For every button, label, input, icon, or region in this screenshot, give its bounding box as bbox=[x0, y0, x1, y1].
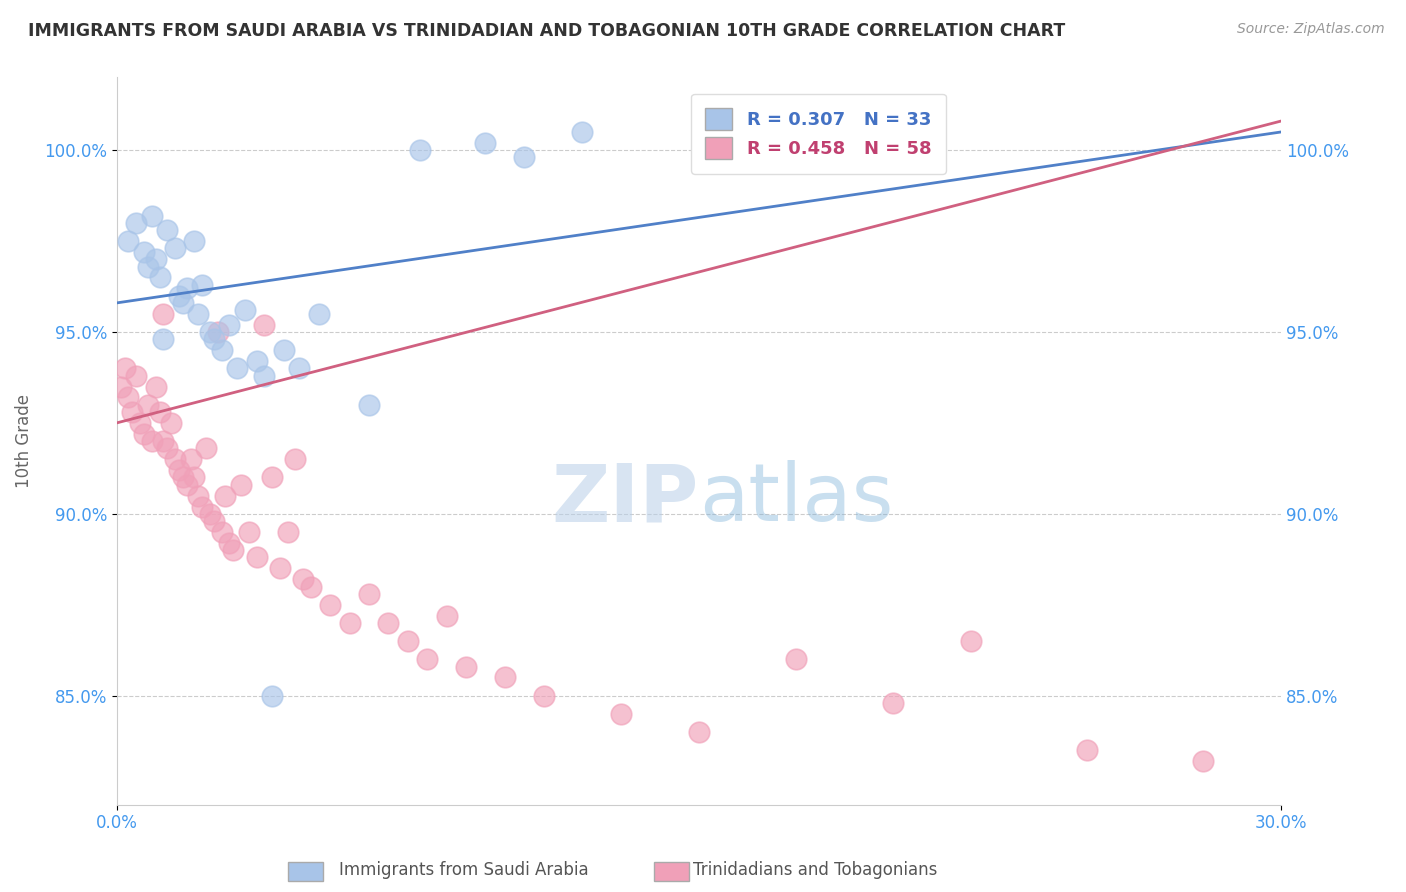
Point bbox=[222, 543, 245, 558]
Point bbox=[260, 470, 283, 484]
Point bbox=[183, 234, 205, 248]
Point bbox=[211, 524, 233, 539]
Point bbox=[339, 615, 361, 630]
Point bbox=[187, 307, 209, 321]
Point bbox=[202, 332, 225, 346]
Point bbox=[474, 136, 496, 150]
Point bbox=[117, 391, 139, 405]
Point bbox=[195, 442, 218, 456]
Point bbox=[277, 524, 299, 539]
Text: IMMIGRANTS FROM SAUDI ARABIA VS TRINIDADIAN AND TOBAGONIAN 10TH GRADE CORRELATIO: IMMIGRANTS FROM SAUDI ARABIA VS TRINIDAD… bbox=[28, 22, 1066, 40]
Point bbox=[533, 689, 555, 703]
Point bbox=[882, 696, 904, 710]
Point bbox=[136, 260, 159, 274]
Point bbox=[202, 514, 225, 528]
Point bbox=[319, 598, 342, 612]
Point bbox=[1192, 754, 1215, 768]
Point bbox=[152, 307, 174, 321]
Point bbox=[167, 463, 190, 477]
Point bbox=[229, 477, 252, 491]
Point bbox=[117, 234, 139, 248]
Point bbox=[125, 368, 148, 383]
Point bbox=[357, 398, 380, 412]
Point bbox=[145, 252, 167, 267]
Text: ZIP: ZIP bbox=[551, 460, 699, 538]
Point bbox=[176, 281, 198, 295]
Point bbox=[416, 652, 439, 666]
Point bbox=[198, 325, 221, 339]
Point bbox=[198, 507, 221, 521]
Point bbox=[214, 489, 236, 503]
Y-axis label: 10th Grade: 10th Grade bbox=[15, 394, 32, 488]
Point bbox=[172, 296, 194, 310]
Point bbox=[299, 580, 322, 594]
Point bbox=[152, 332, 174, 346]
Point bbox=[167, 288, 190, 302]
Point bbox=[152, 434, 174, 448]
Point bbox=[148, 270, 170, 285]
Point bbox=[176, 477, 198, 491]
Point bbox=[377, 615, 399, 630]
Point bbox=[292, 572, 315, 586]
Point bbox=[238, 524, 260, 539]
Point bbox=[156, 223, 179, 237]
Point bbox=[136, 398, 159, 412]
Point bbox=[273, 343, 295, 358]
Point bbox=[408, 143, 430, 157]
Point bbox=[141, 209, 163, 223]
Point bbox=[129, 416, 152, 430]
Point bbox=[308, 307, 330, 321]
Point bbox=[959, 634, 981, 648]
Point bbox=[125, 216, 148, 230]
Point bbox=[121, 405, 143, 419]
Point bbox=[141, 434, 163, 448]
Point bbox=[288, 361, 311, 376]
Point bbox=[110, 379, 132, 393]
Point bbox=[245, 354, 267, 368]
Legend: R = 0.307   N = 33, R = 0.458   N = 58: R = 0.307 N = 33, R = 0.458 N = 58 bbox=[690, 94, 946, 174]
Point bbox=[269, 561, 291, 575]
Point bbox=[180, 452, 202, 467]
Point bbox=[145, 379, 167, 393]
Point bbox=[156, 442, 179, 456]
Text: Trinidadians and Tobagonians: Trinidadians and Tobagonians bbox=[693, 861, 938, 879]
Point bbox=[191, 500, 214, 514]
Point bbox=[226, 361, 249, 376]
Point bbox=[211, 343, 233, 358]
Point bbox=[218, 536, 240, 550]
Point bbox=[396, 634, 419, 648]
Point bbox=[513, 150, 536, 164]
Point bbox=[148, 405, 170, 419]
Point bbox=[183, 470, 205, 484]
Point bbox=[114, 361, 136, 376]
Point bbox=[610, 706, 633, 721]
Point bbox=[1076, 743, 1098, 757]
Point bbox=[253, 318, 276, 332]
Point bbox=[357, 587, 380, 601]
Point bbox=[163, 241, 186, 255]
Point bbox=[260, 689, 283, 703]
Point bbox=[132, 426, 155, 441]
Point bbox=[494, 670, 516, 684]
Point bbox=[233, 303, 256, 318]
Point bbox=[688, 725, 710, 739]
Point bbox=[571, 125, 593, 139]
Point bbox=[785, 652, 807, 666]
Point bbox=[191, 277, 214, 292]
Point bbox=[163, 452, 186, 467]
Point bbox=[132, 244, 155, 259]
Point bbox=[187, 489, 209, 503]
Point bbox=[284, 452, 307, 467]
Text: atlas: atlas bbox=[699, 460, 893, 538]
Text: Source: ZipAtlas.com: Source: ZipAtlas.com bbox=[1237, 22, 1385, 37]
Point bbox=[160, 416, 183, 430]
Point bbox=[245, 550, 267, 565]
Point bbox=[253, 368, 276, 383]
Point bbox=[218, 318, 240, 332]
Point bbox=[454, 659, 477, 673]
Point bbox=[172, 470, 194, 484]
Text: Immigrants from Saudi Arabia: Immigrants from Saudi Arabia bbox=[339, 861, 589, 879]
Point bbox=[207, 325, 229, 339]
Point bbox=[436, 608, 458, 623]
